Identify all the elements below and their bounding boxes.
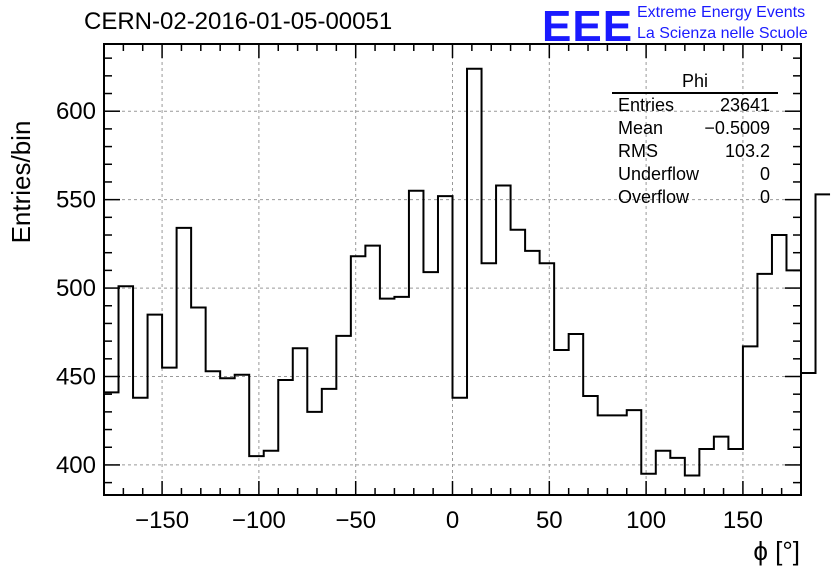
- x-tick-label: 100: [626, 507, 666, 534]
- y-tick-label: 600: [56, 98, 96, 125]
- stats-label: Underflow: [618, 164, 700, 184]
- stats-value: −0.5009: [704, 118, 770, 138]
- stats-row-underflow: Underflow 0: [612, 163, 778, 186]
- x-tick-label: 150: [723, 507, 763, 534]
- axis-ticks: [103, 44, 802, 495]
- logo-line-1: Extreme Energy Events: [637, 4, 806, 21]
- stats-title: Phi: [612, 70, 778, 94]
- stats-row-mean: Mean −0.5009: [612, 117, 778, 140]
- stats-label: Mean: [618, 118, 664, 138]
- eee-logo: EEE: [542, 2, 634, 51]
- chart-title: CERN-02-2016-01-05-00051: [84, 8, 393, 35]
- stats-box: Phi Entries 23641 Mean −0.5009 RMS 103.2…: [612, 70, 778, 209]
- y-tick-label: 400: [56, 452, 96, 479]
- stats-row-overflow: Overflow 0: [612, 186, 778, 209]
- stats-value: 0: [759, 187, 770, 207]
- stats-value: 0: [759, 164, 770, 184]
- y-axis-label: Entries/bin: [6, 121, 36, 244]
- x-axis-label: ϕ [°]: [753, 536, 800, 566]
- tick-labels: −150 −100 −50 0 50 100 150 400 450 500 550 600: [56, 98, 763, 534]
- stats-label: Entries: [618, 95, 675, 115]
- stats-label: Overflow: [618, 187, 690, 207]
- x-tick-label: −50: [335, 507, 376, 534]
- logo-line-2: La Scienza nelle Scuole: [637, 25, 808, 42]
- stats-row-entries: Entries 23641: [612, 94, 778, 117]
- stats-value: 23641: [719, 95, 770, 115]
- y-tick-label: 500: [56, 275, 96, 302]
- x-tick-label: 50: [536, 507, 563, 534]
- stats-label: RMS: [618, 141, 658, 161]
- x-tick-label: −100: [232, 507, 286, 534]
- y-tick-label: 450: [56, 364, 96, 391]
- x-tick-label: −150: [135, 507, 189, 534]
- histogram-bars: [104, 67, 831, 477]
- x-tick-label: 0: [446, 507, 459, 534]
- stats-row-rms: RMS 103.2: [612, 140, 778, 163]
- y-tick-label: 550: [56, 187, 96, 214]
- histogram-line: [104, 67, 831, 477]
- stats-value: 103.2: [724, 141, 770, 161]
